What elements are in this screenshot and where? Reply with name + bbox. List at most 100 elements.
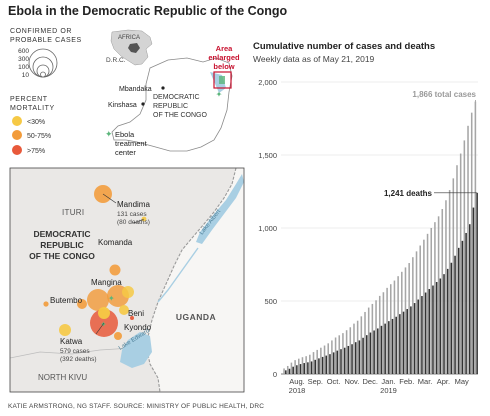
- bar-deaths: [450, 262, 453, 374]
- case-circle-butembo: [87, 289, 109, 311]
- mandima-deaths-label: (80 deaths): [117, 219, 150, 226]
- bar-deaths: [384, 323, 386, 374]
- area-label-line1: Area: [216, 44, 234, 53]
- bar-cases: [397, 276, 399, 374]
- bar-cases: [441, 209, 444, 374]
- katwa-deaths-label: (392 deaths): [60, 356, 97, 363]
- bar-deaths: [318, 358, 320, 374]
- drc-shape: [111, 57, 233, 152]
- bar-deaths: [354, 342, 357, 374]
- bar-deaths: [476, 192, 478, 374]
- lake-albert: [196, 174, 244, 244]
- bar-deaths: [329, 354, 331, 374]
- international-border: [145, 167, 237, 393]
- enlarged-map: [9, 167, 245, 393]
- bar-deaths: [369, 332, 372, 374]
- bar-cases: [283, 368, 285, 374]
- bar-cases: [327, 343, 329, 374]
- bar-deaths: [388, 321, 390, 374]
- treatment-label-line2: treatment: [115, 139, 148, 148]
- semliki-river: [157, 247, 199, 303]
- year-label-2019: 2019: [380, 386, 397, 395]
- bar-cases: [404, 267, 407, 374]
- y-tick-label: 2,000: [258, 78, 277, 87]
- bar-cases: [360, 316, 363, 374]
- x-tick-label: Nov.: [344, 377, 359, 386]
- case-circle-west: [43, 301, 49, 307]
- mortality-label-low: <30%: [27, 119, 45, 126]
- drc-in-africa: [128, 43, 140, 53]
- butembo-label: Butembo: [50, 296, 83, 305]
- bar-deaths: [402, 311, 405, 374]
- bar-cases: [415, 251, 418, 374]
- katwa-leader: [95, 322, 105, 335]
- bar-deaths: [395, 316, 397, 374]
- bar-deaths: [428, 289, 431, 374]
- case-circle-southwest: [59, 324, 71, 336]
- bar-deaths: [325, 355, 328, 374]
- bar-cases: [294, 360, 296, 374]
- kinshasa-label: Kinshasa: [108, 102, 137, 109]
- cases-legend-title-line1: CONFIRMED OR: [10, 28, 72, 35]
- bar-deaths: [454, 255, 456, 374]
- bar-deaths: [472, 207, 475, 374]
- bar-cases: [316, 349, 318, 374]
- bar-cases: [312, 352, 315, 374]
- bar-deaths: [435, 282, 438, 374]
- bar-deaths: [314, 359, 317, 374]
- bar-deaths: [373, 330, 375, 374]
- bar-deaths: [292, 366, 294, 374]
- area-enlarged-box: [213, 71, 232, 89]
- bar-cases: [375, 300, 377, 374]
- mandima-cases-label: 131 cases: [117, 211, 147, 218]
- bar-cases: [378, 295, 381, 374]
- area-label-line3: below: [213, 62, 234, 71]
- treatment-label-line1: Ebola: [115, 130, 135, 139]
- katwa-cases-label: 579 cases: [60, 348, 90, 355]
- bar-cases: [474, 101, 477, 375]
- source-credit: KATIE ARMSTRONG, NG STAFF. SOURCE: MINIS…: [8, 403, 265, 410]
- bar-deaths: [424, 292, 427, 374]
- mortality-label-mid: 50-75%: [27, 133, 51, 140]
- bar-cases: [393, 280, 396, 374]
- case-circle-butembo-west: [77, 299, 87, 309]
- bar-cases: [437, 216, 440, 374]
- x-tick-label: Apr.: [437, 377, 450, 386]
- bar-deaths: [362, 337, 364, 374]
- x-tick-label: Dec.: [362, 377, 377, 386]
- mortality-label-high: >75%: [27, 148, 45, 155]
- bar-deaths: [288, 368, 291, 374]
- bar-cases: [389, 284, 392, 374]
- locator-country-line1: DEMOCRATIC: [153, 94, 200, 101]
- bar-cases: [331, 340, 333, 374]
- bar-deaths: [413, 303, 416, 374]
- map-country-line1: DEMOCRATIC: [34, 229, 91, 239]
- mangina-label: Mangina: [91, 278, 122, 287]
- bar-deaths: [296, 365, 298, 374]
- drc-abbr-label: D.R.C.: [106, 57, 126, 64]
- mbandaka-label: Mbandaka: [119, 86, 152, 93]
- x-tick-label: Aug.: [289, 377, 304, 386]
- mandima-leader: [102, 193, 117, 204]
- case-circles: [43, 185, 147, 340]
- bar-cases: [408, 263, 410, 374]
- bar-cases: [386, 287, 388, 374]
- bar-deaths: [351, 344, 353, 374]
- case-circle-mangina-small: [109, 264, 121, 276]
- kyondo-label: Kyondo: [124, 323, 152, 332]
- chart-axes: 0 500 1,000 1,500 2,000 Aug. Sep. Oct. Nov. Dec. J…: [258, 78, 469, 395]
- total-cases-annotation: 1,866 total cases: [412, 90, 476, 99]
- area-box-fill: [219, 76, 225, 84]
- size-value-100: 100: [18, 64, 29, 71]
- komanda-label: Komanda: [98, 238, 133, 247]
- mortality-legend-title-line2: MORTALITY: [10, 105, 55, 112]
- x-tick-label: Oct.: [327, 377, 341, 386]
- bar-deaths: [365, 335, 368, 374]
- locator-treatment-icon: ✦: [216, 90, 223, 99]
- y-tick-label: 0: [273, 370, 277, 379]
- bar-cases: [423, 239, 425, 374]
- chart-bars: [283, 101, 478, 375]
- x-tick-label: Feb.: [399, 377, 414, 386]
- map-country-line3: OF THE CONGO: [29, 251, 95, 261]
